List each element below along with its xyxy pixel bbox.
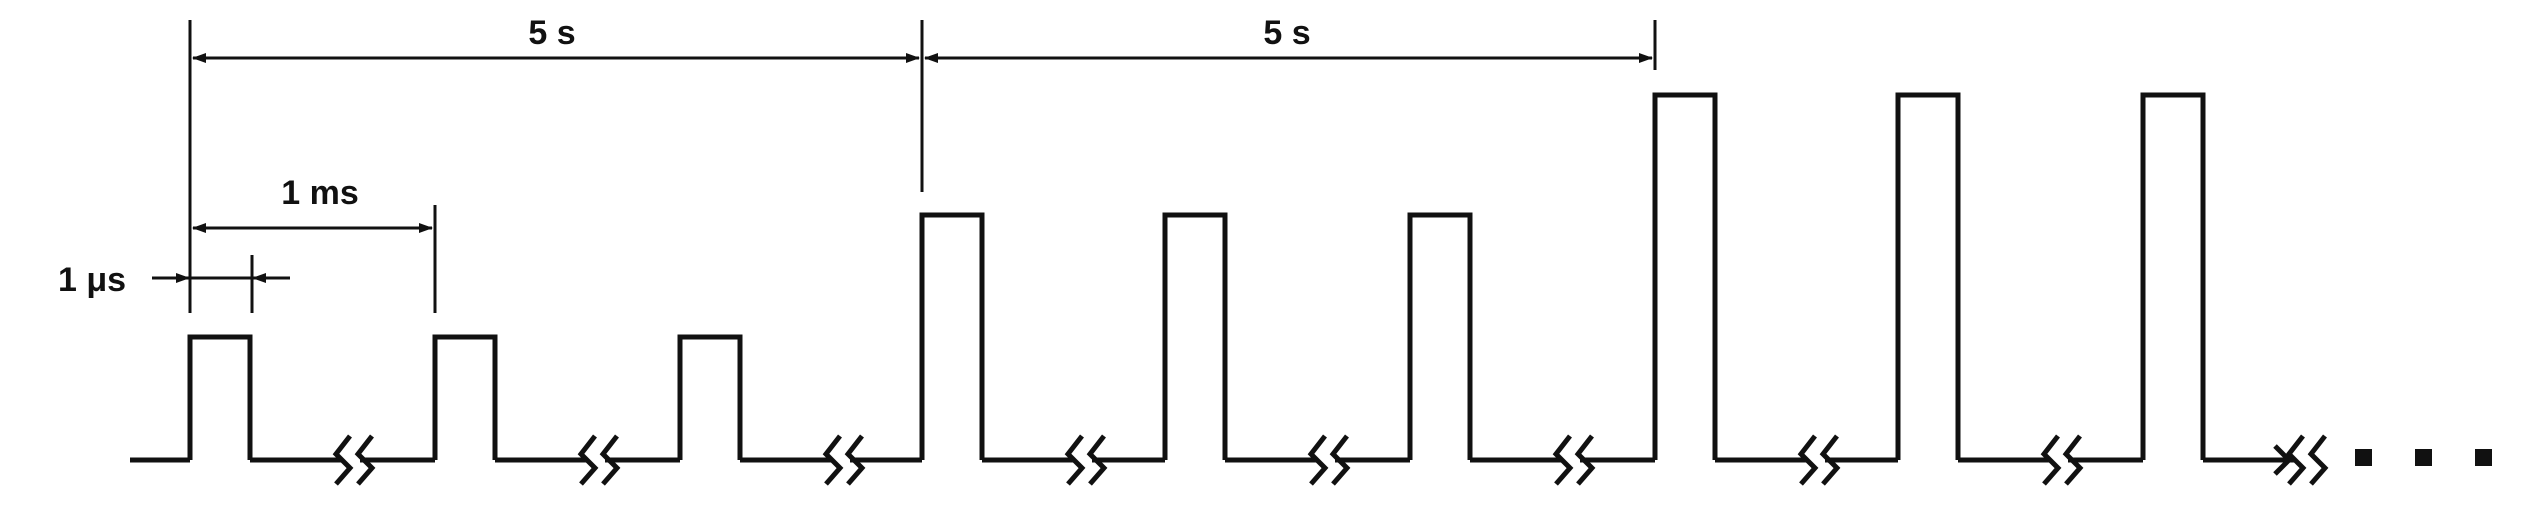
end-arrow-head bbox=[2273, 444, 2293, 476]
pulse bbox=[187, 334, 253, 460]
ellipsis-dot bbox=[2355, 449, 2372, 466]
label-1ms: 1 ms bbox=[281, 174, 359, 212]
break-mark bbox=[332, 434, 354, 486]
label-5s-a: 5 s bbox=[528, 14, 575, 52]
break-mark bbox=[822, 434, 844, 486]
pulse bbox=[2140, 92, 2206, 460]
pulse-waveform bbox=[130, 92, 2329, 486]
break-mark bbox=[2285, 434, 2307, 486]
pulse bbox=[1407, 212, 1473, 460]
pulse bbox=[1162, 212, 1228, 460]
break-mark bbox=[1064, 434, 1086, 486]
break-mark bbox=[1797, 434, 1819, 486]
pulse bbox=[919, 212, 985, 460]
pulse bbox=[1652, 92, 1718, 460]
ellipsis-dot bbox=[2415, 449, 2432, 466]
break-mark bbox=[577, 434, 599, 486]
pulse bbox=[1895, 92, 1961, 460]
ellipsis-dot bbox=[2475, 449, 2492, 466]
dimension-arrows bbox=[152, 53, 1653, 283]
reference-lines bbox=[188, 20, 1657, 313]
break-mark bbox=[2040, 434, 2062, 486]
continuation-ellipsis bbox=[2355, 449, 2492, 466]
break-mark bbox=[2307, 434, 2329, 486]
label-1us: 1 μs bbox=[58, 261, 126, 299]
label-5s-b: 5 s bbox=[1263, 14, 1310, 52]
break-mark bbox=[1552, 434, 1574, 486]
pulse bbox=[677, 334, 743, 460]
break-mark bbox=[1307, 434, 1329, 486]
pulse bbox=[432, 334, 498, 460]
